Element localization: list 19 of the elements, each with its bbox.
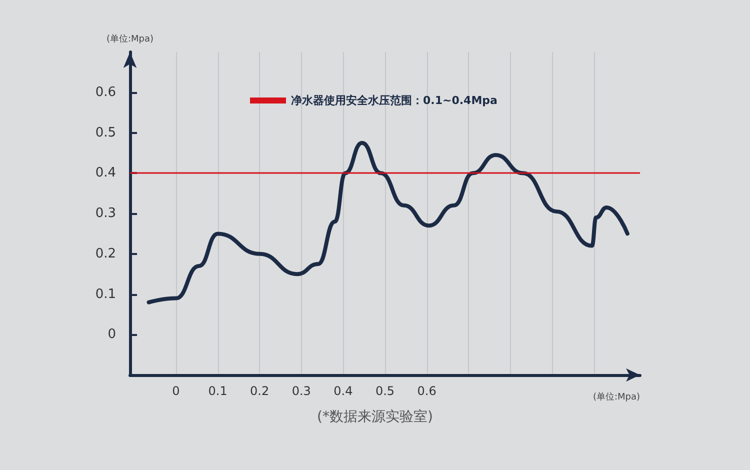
x-tick-label: 0.4 [334, 384, 353, 398]
x-tick-label: 0.6 [417, 384, 436, 398]
y-tick-label: 0.5 [95, 125, 116, 140]
y-tick-label: 0.3 [95, 206, 116, 221]
x-tick-label: 0 [172, 384, 180, 398]
y-tick-label: 0.1 [95, 286, 116, 302]
y-tick-label: 0.2 [95, 246, 116, 262]
x-tick-label: 0.2 [250, 384, 270, 398]
text: (*数据来源实验室) [317, 409, 433, 425]
y-tick-label: 0.4 [95, 166, 116, 181]
x-tick-label: 0.3 [292, 384, 311, 398]
x-tick-label: 0.5 [375, 384, 395, 398]
y-tick-label: 0 [108, 327, 116, 342]
y-tick-label: 0.6 [95, 84, 116, 100]
line-series [146, 140, 630, 304]
x-tick-label: 0.1 [208, 384, 228, 398]
y-axis-title: (单位:Mpa) [106, 34, 154, 44]
x-axis-title: (单位:Mpa) [592, 392, 640, 402]
legend-label: 净水器使用安全水压范围：0.1~0.4Mpa [291, 94, 498, 107]
